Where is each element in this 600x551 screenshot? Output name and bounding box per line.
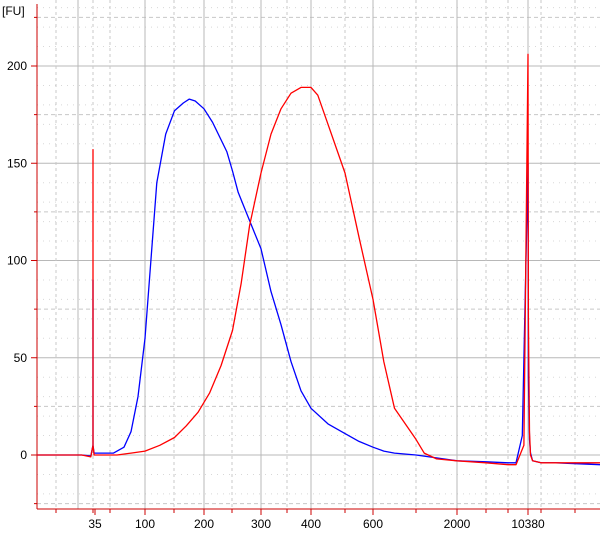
y-axis-unit-label: [FU] [2,4,25,18]
x-tick-label: 200 [194,517,214,531]
series-layer [37,53,600,466]
y-tick-label: 150 [7,156,27,170]
x-tick-label: 300 [251,517,271,531]
x-tick-label: 2000 [444,517,471,531]
series-line-1 [37,98,600,466]
x-tick-label: 400 [301,517,321,531]
x-tick-label: 10380 [511,517,545,531]
tick-labels: 0 50 100 150 200 35 100 200 300 400 600 2000 10380 [7,59,545,531]
y-tick-label: 0 [20,448,27,462]
x-tick-label: 35 [88,517,102,531]
grid [37,0,600,509]
x-tick-label: 600 [363,517,383,531]
y-tick-label: 200 [7,59,27,73]
y-tick-label: 100 [7,254,27,268]
series-line-2 [37,53,600,466]
y-tick-label: 50 [14,351,28,365]
axes: [FU] [2,4,600,515]
x-tick-label: 100 [135,517,155,531]
